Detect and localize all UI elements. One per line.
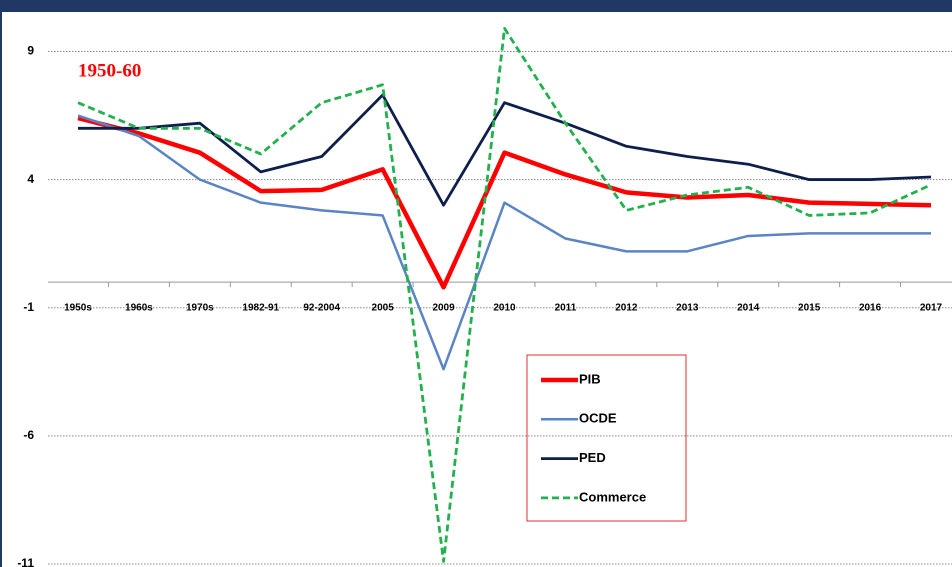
legend-label: PIB bbox=[579, 371, 601, 386]
x-tick-label: 1970s bbox=[186, 303, 214, 314]
legend-label: Commerce bbox=[579, 489, 646, 504]
series-line bbox=[77, 115, 932, 290]
x-tick-label: 2014 bbox=[737, 303, 760, 314]
legend-box bbox=[526, 354, 687, 522]
x-tick-label: 2011 bbox=[555, 303, 577, 314]
series-line bbox=[77, 114, 931, 371]
y-tick-label: -1 bbox=[23, 300, 34, 314]
top-bar bbox=[0, 0, 952, 12]
x-tick-label: 2010 bbox=[493, 303, 516, 314]
y-tick-label: 9 bbox=[27, 44, 34, 58]
x-tick-label: 1982-91 bbox=[242, 303, 279, 314]
x-tick-label: 2012 bbox=[615, 303, 638, 314]
x-tick-label: 1960s bbox=[125, 303, 153, 314]
legend-label: PED bbox=[579, 450, 606, 465]
x-tick-label: 92-2004 bbox=[303, 303, 340, 314]
x-tick-label: 2017 bbox=[920, 303, 943, 314]
x-tick-label: 2009 bbox=[432, 303, 455, 314]
series-line bbox=[77, 26, 932, 563]
left-border bbox=[0, 0, 2, 567]
y-tick-label: -11 bbox=[17, 556, 34, 567]
y-tick-label: -6 bbox=[23, 428, 34, 442]
x-tick-label: 2016 bbox=[859, 303, 882, 314]
series-line bbox=[78, 93, 932, 207]
x-tick-label: 2013 bbox=[676, 303, 699, 314]
legend-label: OCDE bbox=[579, 411, 617, 426]
annotation: 1950-60 bbox=[78, 60, 141, 81]
x-tick-label: 2005 bbox=[372, 303, 395, 314]
x-tick-label: 1950s bbox=[64, 303, 92, 314]
x-tick-label: 2015 bbox=[798, 303, 821, 314]
y-tick-label: 4 bbox=[27, 172, 34, 186]
